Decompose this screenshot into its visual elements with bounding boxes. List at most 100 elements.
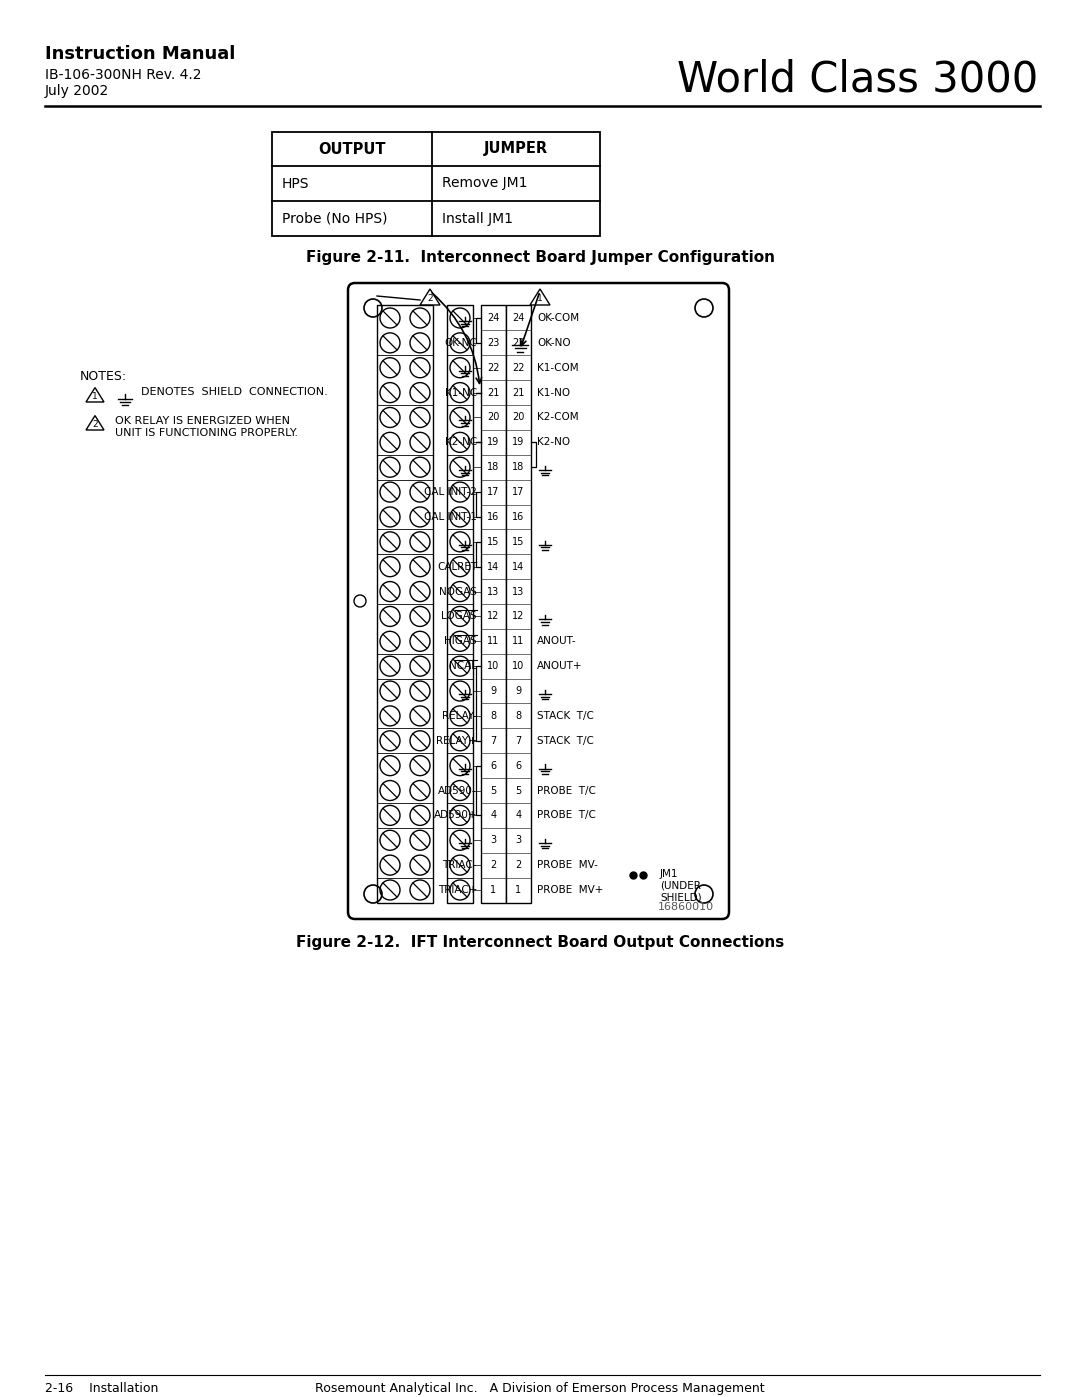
Text: World Class 3000: World Class 3000 <box>677 59 1038 101</box>
Text: 8: 8 <box>515 711 522 721</box>
Text: HIGAS: HIGAS <box>444 636 477 647</box>
Text: K2-COM: K2-COM <box>537 412 579 422</box>
Text: 2: 2 <box>490 861 497 870</box>
Text: 16: 16 <box>512 511 525 522</box>
Text: OK RELAY IS ENERGIZED WHEN
UNIT IS FUNCTIONING PROPERLY.: OK RELAY IS ENERGIZED WHEN UNIT IS FUNCT… <box>114 416 298 437</box>
Text: K1-NO: K1-NO <box>537 387 570 398</box>
Text: LOGAS: LOGAS <box>442 612 477 622</box>
Text: 15: 15 <box>512 536 525 546</box>
Text: 24: 24 <box>487 313 500 323</box>
Text: 2: 2 <box>515 861 522 870</box>
Bar <box>272 131 600 236</box>
Text: CAL INIT-2: CAL INIT-2 <box>424 488 477 497</box>
Text: 14: 14 <box>487 562 500 571</box>
Text: AD590-: AD590- <box>438 785 477 795</box>
Text: 16860010: 16860010 <box>658 902 714 912</box>
Text: 2: 2 <box>428 295 433 303</box>
Text: Probe (No HPS): Probe (No HPS) <box>282 211 388 225</box>
FancyBboxPatch shape <box>348 284 729 919</box>
Text: 14: 14 <box>512 562 525 571</box>
Text: ANOUT-: ANOUT- <box>537 636 577 647</box>
Text: 18: 18 <box>487 462 500 472</box>
Text: OK-NO: OK-NO <box>537 338 570 348</box>
Text: 10: 10 <box>487 661 500 671</box>
Text: 8: 8 <box>490 711 497 721</box>
Text: OUTPUT: OUTPUT <box>319 141 386 156</box>
Text: Instruction Manual: Instruction Manual <box>45 45 235 63</box>
Text: 2: 2 <box>92 420 98 429</box>
Text: 4: 4 <box>515 810 522 820</box>
Text: PROBE  T/C: PROBE T/C <box>537 785 596 795</box>
Text: 23: 23 <box>487 338 500 348</box>
Text: 5: 5 <box>515 785 522 795</box>
Text: Remove JM1: Remove JM1 <box>442 176 527 190</box>
Text: Rosemount Analytical Inc.   A Division of Emerson Process Management: Rosemount Analytical Inc. A Division of … <box>315 1382 765 1396</box>
Text: RELAY-: RELAY- <box>442 711 477 721</box>
Text: JM1
(UNDER
SHIELD): JM1 (UNDER SHIELD) <box>660 869 702 902</box>
Text: 10: 10 <box>512 661 525 671</box>
Text: 20: 20 <box>512 412 525 422</box>
Text: STACK  T/C: STACK T/C <box>537 736 594 746</box>
Text: K2-NO: K2-NO <box>537 437 570 447</box>
Text: STACK  T/C: STACK T/C <box>537 711 594 721</box>
Text: 22: 22 <box>487 363 500 373</box>
Text: 18: 18 <box>512 462 525 472</box>
Text: NOTES:: NOTES: <box>80 370 127 383</box>
Text: 5: 5 <box>490 785 497 795</box>
Text: PROBE  T/C: PROBE T/C <box>537 810 596 820</box>
Text: INCAL: INCAL <box>446 661 477 671</box>
Text: 22: 22 <box>512 363 525 373</box>
Bar <box>447 305 473 902</box>
Text: K1-NC: K1-NC <box>445 387 477 398</box>
Text: 21: 21 <box>512 387 525 398</box>
Text: TRIAC-: TRIAC- <box>443 861 477 870</box>
Text: 13: 13 <box>487 587 500 597</box>
Bar <box>507 305 531 902</box>
Text: OK-COM: OK-COM <box>537 313 579 323</box>
Text: JUMPER: JUMPER <box>484 141 548 156</box>
Text: 3: 3 <box>490 835 497 845</box>
Text: 15: 15 <box>487 536 500 546</box>
Text: 4: 4 <box>490 810 497 820</box>
Text: OK-NC: OK-NC <box>444 338 477 348</box>
Text: Figure 2-11.  Interconnect Board Jumper Configuration: Figure 2-11. Interconnect Board Jumper C… <box>306 250 774 265</box>
Text: K2-NC: K2-NC <box>445 437 477 447</box>
Bar <box>377 305 433 902</box>
Text: 21: 21 <box>487 387 500 398</box>
Text: 1: 1 <box>490 886 497 895</box>
Text: 17: 17 <box>487 488 500 497</box>
Text: 11: 11 <box>512 636 525 647</box>
Text: RELAY+: RELAY+ <box>436 736 477 746</box>
Text: 13: 13 <box>512 587 525 597</box>
Text: ANOUT+: ANOUT+ <box>537 661 582 671</box>
Text: 20: 20 <box>487 412 500 422</box>
Text: NOGAS: NOGAS <box>440 587 477 597</box>
Text: 12: 12 <box>512 612 525 622</box>
Text: TRIAC+: TRIAC+ <box>437 886 477 895</box>
Text: 1: 1 <box>92 393 98 401</box>
Text: 16: 16 <box>487 511 500 522</box>
Text: DENOTES  SHIELD  CONNECTION.: DENOTES SHIELD CONNECTION. <box>141 387 327 397</box>
Text: K1-COM: K1-COM <box>537 363 579 373</box>
Text: 19: 19 <box>487 437 500 447</box>
Text: 24: 24 <box>512 313 525 323</box>
Text: 3: 3 <box>515 835 522 845</box>
Text: 17: 17 <box>512 488 525 497</box>
Text: July 2002: July 2002 <box>45 84 109 98</box>
Text: Figure 2-12.  IFT Interconnect Board Output Connections: Figure 2-12. IFT Interconnect Board Outp… <box>296 935 784 950</box>
Text: CALRET: CALRET <box>437 562 477 571</box>
Text: 6: 6 <box>490 760 497 771</box>
Text: 1: 1 <box>515 886 522 895</box>
Text: PROBE  MV+: PROBE MV+ <box>537 886 604 895</box>
Text: 19: 19 <box>512 437 525 447</box>
Text: Install JM1: Install JM1 <box>442 211 513 225</box>
Text: 9: 9 <box>515 686 522 696</box>
Text: 2-16    Installation: 2-16 Installation <box>45 1382 159 1396</box>
Text: 7: 7 <box>515 736 522 746</box>
Text: HPS: HPS <box>282 176 310 190</box>
Text: PROBE  MV-: PROBE MV- <box>537 861 598 870</box>
Text: AD590+: AD590+ <box>433 810 477 820</box>
Text: 12: 12 <box>487 612 500 622</box>
Text: 6: 6 <box>515 760 522 771</box>
Text: 23: 23 <box>512 338 525 348</box>
